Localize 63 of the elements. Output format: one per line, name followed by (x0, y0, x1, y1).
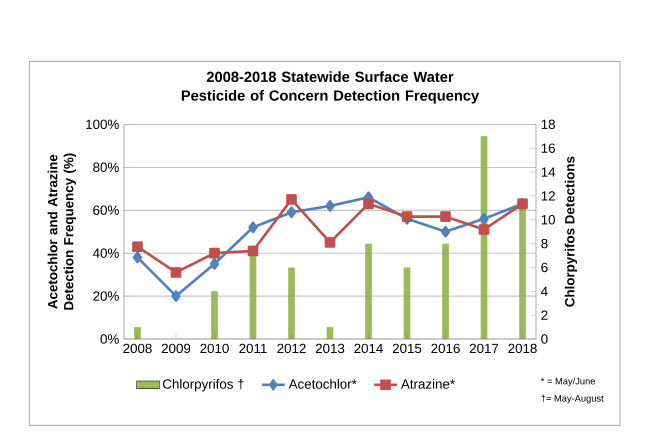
point (363, 198, 374, 210)
x-tick-label: 2010 (200, 344, 229, 354)
point (325, 200, 335, 212)
y2-tick-label: 2 (541, 310, 548, 320)
point (248, 246, 258, 256)
x-tick-label: 2014 (354, 344, 383, 354)
bar (365, 244, 372, 339)
text: †= May-August (541, 394, 604, 404)
x-tick-label: 2009 (162, 344, 190, 354)
legend-label: Acetochlor* (288, 378, 357, 389)
y2-tick-label: 6 (541, 262, 548, 272)
text: * = May/June (540, 378, 596, 386)
point (479, 212, 489, 225)
x-tick-label: 2018 (508, 344, 537, 354)
y-axis-title: Acetochlor and Atrazine Detection Frequency (%) (48, 153, 76, 310)
point (209, 248, 220, 258)
y2-tick-label: 14 (542, 167, 556, 177)
x-tick-label: 2017 (470, 344, 498, 354)
y2-axis-title: Chlorpyrifos Detections (564, 156, 578, 307)
point (286, 194, 297, 205)
bar (211, 291, 218, 339)
y2-tick-label: 8 (541, 238, 548, 248)
y2-tick-label: 16 (542, 143, 555, 153)
point (132, 252, 142, 264)
point (248, 222, 258, 234)
point (171, 290, 181, 302)
x-tick-label: 2016 (431, 344, 460, 354)
x-tick-label: 2015 (392, 344, 422, 354)
legend-label: Atrazine* (400, 378, 455, 389)
bar (250, 256, 256, 339)
point (210, 258, 220, 270)
x-tick-label: 2011 (239, 344, 267, 354)
point (478, 224, 490, 235)
y-tick-label: 20% (93, 291, 119, 301)
y2-tick-label: 12 (542, 191, 555, 201)
bar (134, 327, 141, 339)
y-tick-label: 60% (93, 205, 119, 215)
point (440, 226, 450, 238)
y2-tick-label: 18 (542, 120, 555, 130)
y-tick-label: 100% (86, 120, 119, 130)
y-tick-label: 40% (92, 248, 119, 258)
bar (288, 267, 295, 339)
bar (442, 244, 449, 339)
legend-label: Chlorpyrifos † (162, 378, 244, 392)
point (440, 211, 451, 222)
x-tick-label: 2008 (123, 344, 152, 354)
y2-tick-label: 10 (542, 215, 556, 224)
x-tick-label: 2013 (316, 344, 344, 354)
point (402, 211, 412, 222)
y2-tick-label: 4 (541, 286, 548, 296)
bar (480, 136, 488, 339)
point (324, 237, 336, 248)
point (286, 206, 296, 218)
y2-tick-label: 0 (541, 334, 548, 344)
chart-title: 2008-2018 Statewide Surface Water Pesticide of Concern Detection Frequency (182, 71, 480, 104)
point (132, 241, 143, 252)
bar (519, 208, 526, 339)
x-tick-label: 2012 (277, 344, 306, 354)
bar (404, 267, 410, 339)
point (170, 267, 182, 278)
y-tick-label: 0% (100, 334, 119, 344)
bar (326, 327, 334, 339)
y-tick-label: 80% (93, 162, 119, 172)
